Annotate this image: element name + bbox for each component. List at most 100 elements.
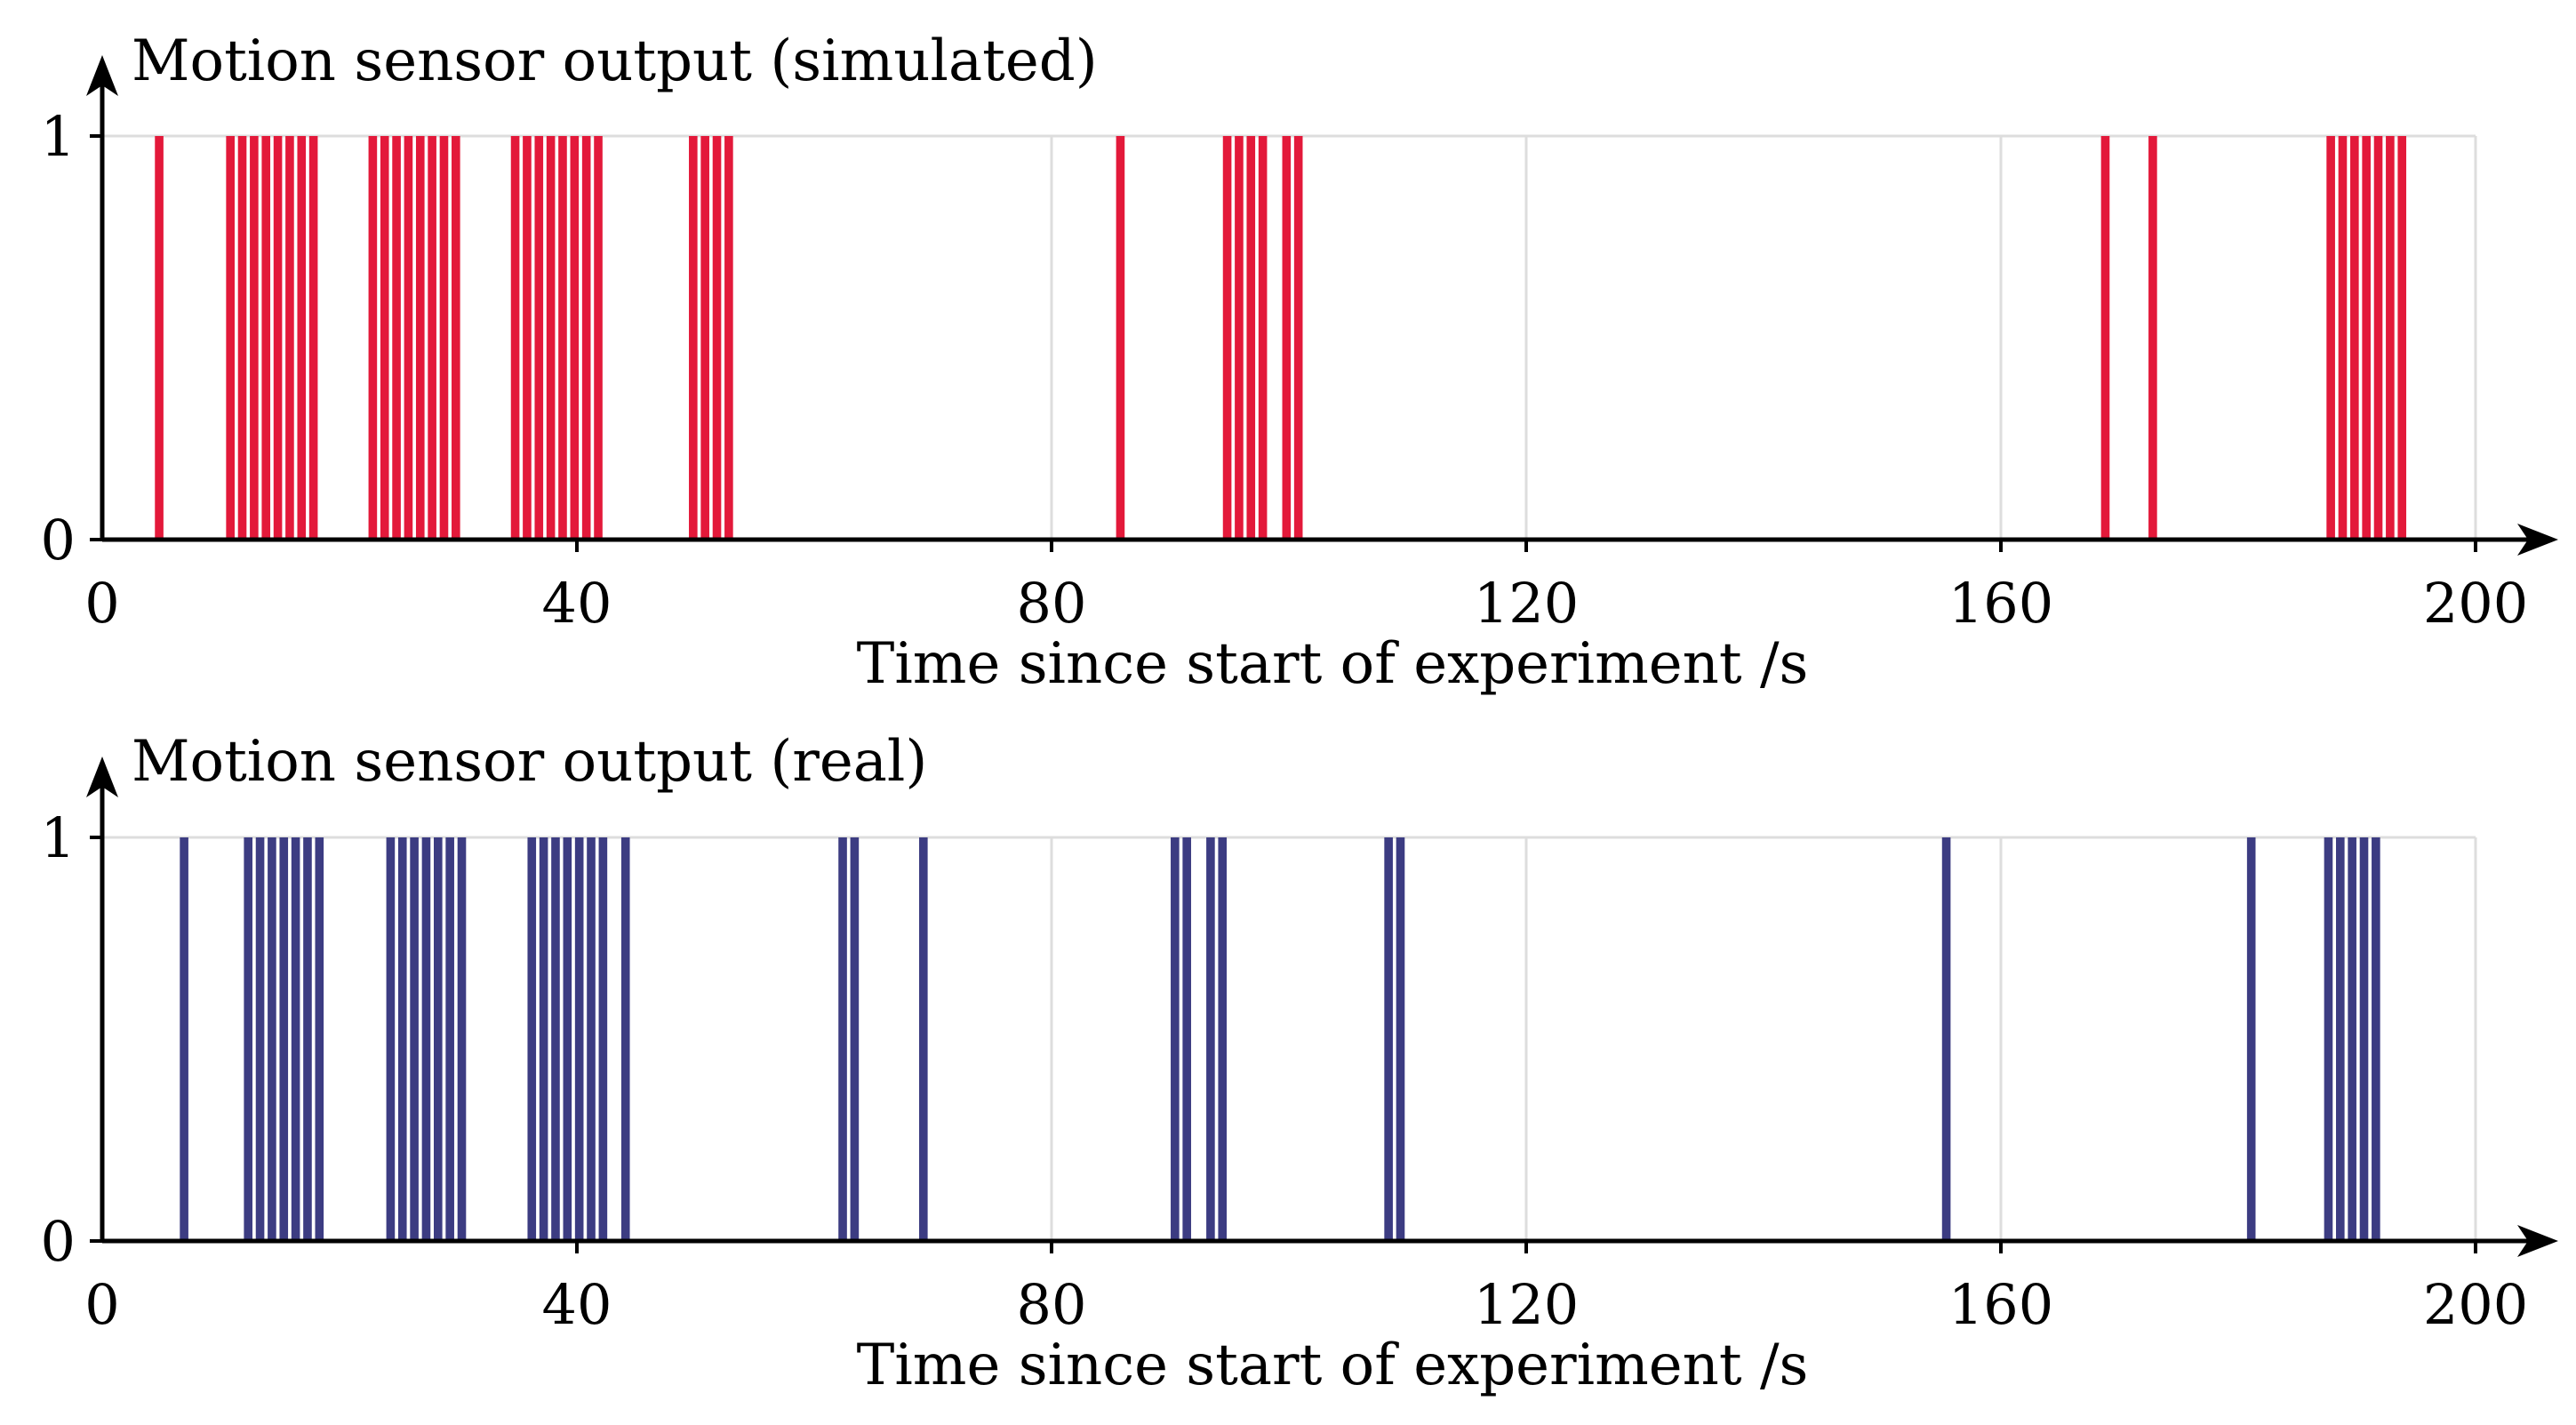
bar [2359, 837, 2369, 1241]
bar [421, 837, 431, 1241]
ticks: 0 40 80 120 160 200 0 1 [41, 805, 2529, 1337]
bar [308, 136, 318, 540]
bar [380, 136, 389, 540]
bar [523, 136, 532, 540]
bar [273, 136, 283, 540]
bar [574, 837, 584, 1241]
bar [368, 136, 378, 540]
bar [452, 136, 460, 540]
bar [539, 837, 548, 1241]
x-axis-title: Time since start of experiment /s [857, 1333, 1809, 1398]
bar [2350, 136, 2359, 540]
bar [291, 837, 300, 1241]
x-axis-arrow [2517, 1225, 2558, 1257]
axes [86, 757, 2558, 1257]
bar [510, 136, 520, 540]
x-tick-label: 120 [1474, 571, 1579, 636]
bar [534, 136, 544, 540]
bar [598, 837, 608, 1241]
bar [546, 136, 556, 540]
bar [2373, 136, 2383, 540]
bar [700, 136, 709, 540]
x-tick-label: 120 [1474, 1272, 1579, 1337]
bar [250, 136, 259, 540]
bar [386, 837, 396, 1241]
bar [689, 136, 698, 540]
bar [2148, 136, 2157, 540]
y-tick-label: 0 [41, 508, 76, 572]
bar [428, 136, 436, 540]
bars [155, 136, 2407, 540]
bar [1182, 837, 1191, 1241]
bar [838, 837, 847, 1241]
bar [439, 136, 449, 540]
x-tick-label: 160 [1948, 571, 2053, 636]
x-tick-label: 160 [1948, 1272, 2053, 1337]
bar [1116, 136, 1125, 540]
bar [155, 136, 164, 540]
y-axis-arrow [86, 757, 118, 797]
x-tick-label: 40 [542, 1272, 612, 1337]
x-tick-label: 80 [1017, 1272, 1087, 1337]
bar [1246, 136, 1256, 540]
axes [86, 55, 2558, 556]
bar [1222, 136, 1232, 540]
bar [415, 136, 425, 540]
bar [392, 136, 401, 540]
x-tick-label: 0 [84, 571, 119, 636]
bar [2372, 837, 2380, 1241]
bar [2338, 136, 2348, 540]
bar [404, 136, 413, 540]
bar [850, 837, 860, 1241]
chart-simulated: 0 40 80 120 160 200 0 1 Motion sensor output (s… [41, 28, 2558, 697]
bar [2397, 136, 2407, 540]
bar [261, 136, 271, 540]
y-axis-title: Motion sensor output (real) [132, 729, 927, 795]
x-tick-label: 200 [2423, 1272, 2528, 1337]
bar [1384, 837, 1393, 1241]
bar [724, 136, 733, 540]
bar [445, 837, 454, 1241]
bar [180, 837, 188, 1241]
bar [2348, 837, 2356, 1241]
bar [570, 136, 580, 540]
bar [457, 837, 467, 1241]
bar [1206, 837, 1215, 1241]
bar [285, 136, 294, 540]
y-tick-label: 0 [41, 1209, 76, 1274]
bar [527, 837, 537, 1241]
bar [2324, 837, 2333, 1241]
bar [279, 837, 289, 1241]
bars [180, 837, 2380, 1241]
x-tick-label: 0 [84, 1272, 119, 1337]
ticks: 0 40 80 120 160 200 0 1 [41, 104, 2529, 636]
bar [1396, 837, 1405, 1241]
x-tick-label: 80 [1017, 571, 1087, 636]
bar [237, 136, 247, 540]
bar [1293, 136, 1303, 540]
x-axis-arrow [2517, 524, 2558, 556]
bar [563, 837, 572, 1241]
bar [2362, 136, 2371, 540]
bar [919, 837, 928, 1241]
bar [2336, 837, 2345, 1241]
bar [397, 837, 407, 1241]
bar [620, 837, 630, 1241]
bar [2386, 136, 2395, 540]
bar [303, 837, 312, 1241]
bar [551, 837, 560, 1241]
bar [1171, 837, 1180, 1241]
x-tick-label: 40 [542, 571, 612, 636]
bar [712, 136, 722, 540]
bar [1941, 837, 1951, 1241]
chart-real: 0 40 80 120 160 200 0 1 Motion sensor output (r… [41, 729, 2558, 1398]
y-tick-label: 1 [41, 104, 76, 169]
bar [558, 136, 567, 540]
bar [255, 837, 265, 1241]
bar [587, 837, 596, 1241]
bar [594, 136, 603, 540]
bar [244, 837, 253, 1241]
bar [1218, 837, 1228, 1241]
bar [226, 136, 235, 540]
